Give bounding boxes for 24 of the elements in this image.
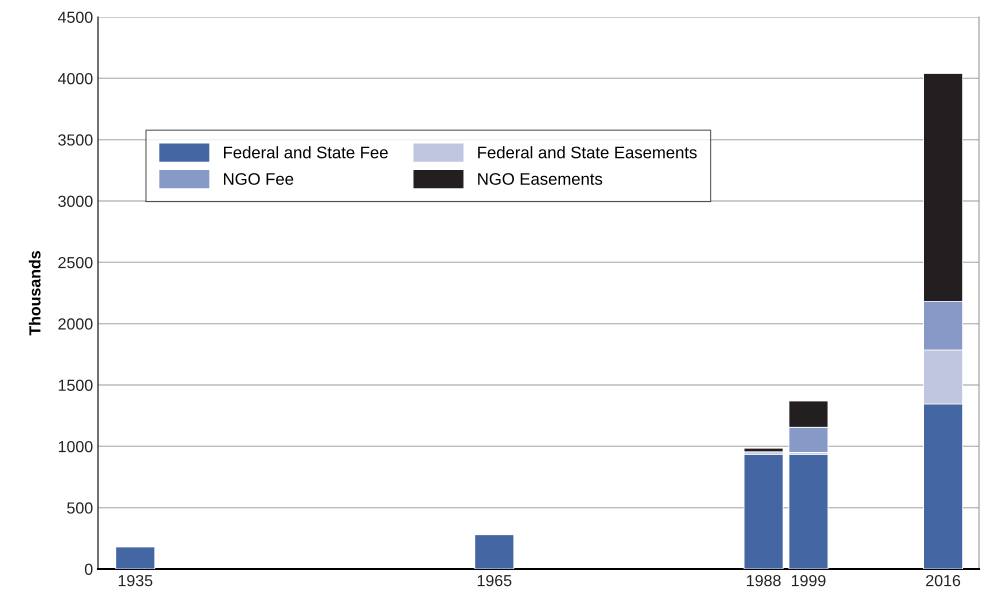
y-tick-label: 2000 [58, 318, 93, 330]
legend-label: Federal and State Fee [224, 146, 388, 158]
y-tick-label: 1000 [58, 440, 93, 452]
x-tick-label: 1988 [747, 574, 781, 586]
y-tick-label: 3500 [58, 134, 93, 146]
bar [744, 448, 784, 452]
bar [474, 534, 514, 569]
x-tick-label: 2016 [926, 574, 960, 586]
y-tick-label: 4500 [58, 12, 93, 23]
x-tick-label: 1999 [792, 574, 826, 586]
y-tick-label: 2500 [58, 256, 93, 268]
bar [744, 454, 784, 569]
y-axis-title: Thousands [28, 251, 41, 336]
bar [115, 546, 156, 569]
y-tick-label: 500 [67, 502, 93, 514]
y-tick-label: 1500 [58, 380, 93, 391]
legend-label: NGO Fee [224, 173, 294, 185]
legend-label: NGO Easements [478, 173, 602, 185]
x-tick-label: 1935 [118, 574, 152, 586]
legend-label: Federal and State Easements [478, 146, 697, 158]
y-tick-label: 3000 [58, 196, 93, 207]
y-tick-label: 0 [84, 564, 93, 575]
y-tick-label: 4000 [58, 72, 93, 84]
x-tick-label: 1965 [478, 574, 512, 586]
